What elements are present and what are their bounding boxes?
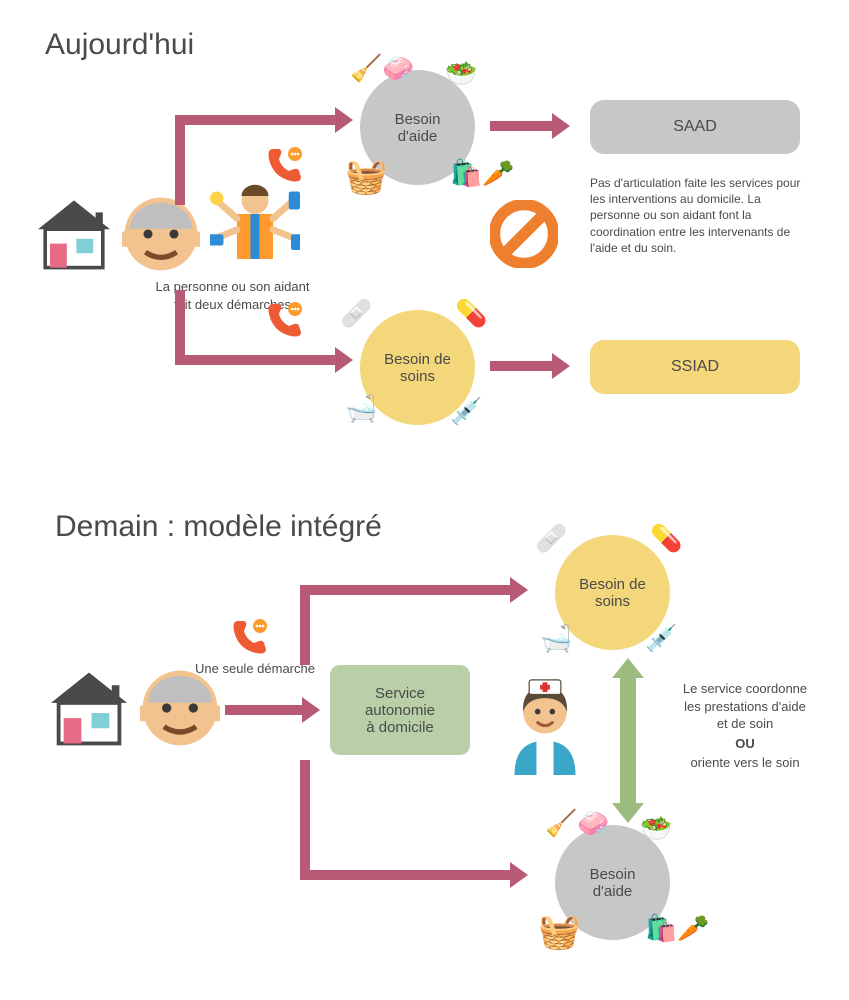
bathtub-icon: 🛁: [345, 395, 377, 421]
no-articulation-note: Pas d'articulation faite les services po…: [590, 175, 805, 256]
grocery-bag-icon: 🛍️🥕: [450, 160, 515, 186]
medicine-bottle-icon: 💊: [455, 300, 487, 326]
arrow-to-ssiad: [490, 358, 570, 374]
washing-machine-icon: 🧺: [345, 160, 387, 194]
coord-note-a: Le service coordonne les prestations d'a…: [660, 680, 830, 733]
coord-note-or: OU: [660, 735, 830, 753]
coord-note-b: oriente vers le soin: [660, 754, 830, 772]
syringe-icon: 💉: [450, 398, 482, 424]
grocery-bag-icon: 🛍️🥕: [645, 915, 710, 941]
saad-box: SAAD: [590, 100, 800, 154]
arrow-service-to-care: [300, 585, 530, 665]
bathtub-icon: 🛁: [540, 625, 572, 651]
arrow-to-need-care: [175, 290, 355, 375]
service-autonomie-box: Service autonomie à domicile: [330, 665, 470, 755]
cleaning-supplies-icon: 🧹🧼: [350, 55, 415, 81]
coordination-double-arrow: [610, 658, 646, 823]
section2-title: Demain : modèle intégré: [55, 510, 382, 544]
ssiad-box: SSIAD: [590, 340, 800, 394]
arrow-service-to-help: [300, 760, 530, 890]
prohibit-icon: [490, 200, 558, 268]
house-icon: [48, 670, 130, 746]
medicine-bottle-icon: 💊: [650, 525, 682, 551]
house-icon: [35, 198, 113, 270]
section1-title: Aujourd'hui: [45, 28, 194, 62]
bandage-icon: 🩹: [535, 525, 567, 551]
elderly-person-icon: [122, 195, 200, 273]
syringe-icon: 💉: [645, 625, 677, 651]
phone-icon: [230, 617, 270, 657]
nurse-icon: [502, 675, 588, 775]
arrow-to-service-box: [225, 702, 320, 718]
cleaning-supplies-icon: 🧹🧼: [545, 810, 610, 836]
arrow-to-saad: [490, 118, 570, 134]
arrow-to-need-help: [175, 115, 355, 205]
washing-machine-icon: 🧺: [538, 915, 580, 949]
food-bowl-icon: 🥗: [445, 60, 477, 86]
elderly-person-icon: [140, 668, 220, 748]
bandage-icon: 🩹: [340, 300, 372, 326]
